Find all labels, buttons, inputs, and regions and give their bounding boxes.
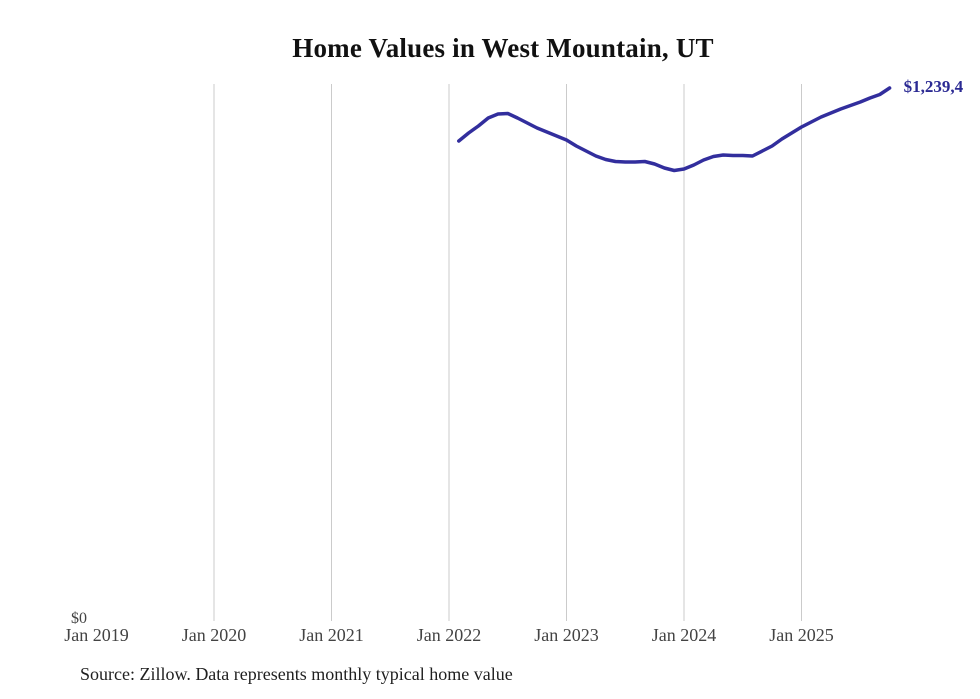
chart-title: Home Values in West Mountain, UT [292,33,714,63]
latest-value-label: $1,239,4 [903,77,964,96]
source-note: Source: Zillow. Data represents monthly … [80,664,513,684]
x-axis-label: Jan 2019 [64,625,129,645]
x-axis-label: Jan 2021 [299,625,364,645]
y-axis-zero-label: $0 [71,610,87,627]
x-axis-label: Jan 2024 [651,625,717,645]
x-axis-label: Jan 2022 [416,625,482,645]
x-axis-label: Jan 2025 [769,625,834,645]
x-axis-label: Jan 2023 [534,625,599,645]
x-axis-label: Jan 2020 [181,625,247,645]
home-value-line [457,86,892,173]
